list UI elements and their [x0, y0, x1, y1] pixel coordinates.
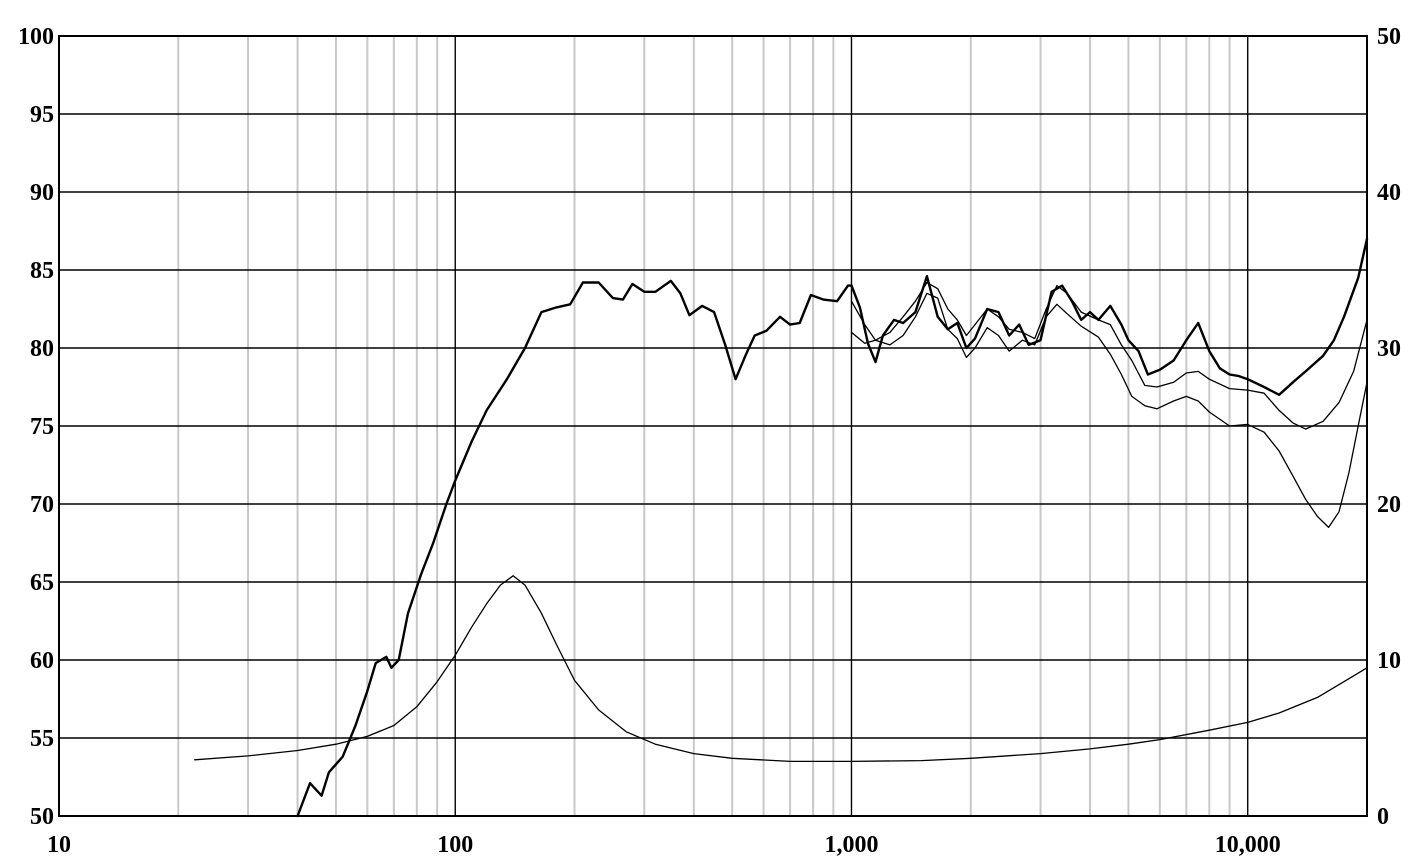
y2-tick-label: 0 [1377, 804, 1389, 830]
y-tick-label: 55 [30, 726, 54, 752]
y2-tick-label: 20 [1377, 492, 1401, 518]
y2-tick-label: 50 [1377, 24, 1401, 50]
y-tick-label: 85 [30, 258, 54, 284]
y-tick-label: 95 [30, 102, 54, 128]
right-axis-tick-labels: 50 40 30 20 10 0 [1377, 24, 1401, 830]
x-tick-label: 10 [47, 832, 71, 858]
plot-frame [58, 35, 1368, 817]
y2-tick-label: 10 [1377, 648, 1401, 674]
y-tick-label: 60 [30, 648, 54, 674]
y2-tick-label: 30 [1377, 336, 1401, 362]
y-tick-label: 50 [30, 804, 54, 830]
series-layer [194, 237, 1369, 818]
x-axis-tick-labels: 10 100 1,000 10,000 [47, 832, 1281, 858]
y-tick-label: 75 [30, 414, 54, 440]
y-tick-label: 80 [30, 336, 54, 362]
series-line-4 [850, 292, 1368, 529]
x-tick-label: 1,000 [824, 832, 878, 858]
x-tick-label: 10,000 [1215, 832, 1281, 858]
series-line-2 [850, 237, 1369, 396]
x-tick-label: 100 [437, 832, 473, 858]
series-line-1 [296, 279, 853, 818]
y-tick-label: 90 [30, 180, 54, 206]
series-line-3 [850, 281, 1368, 430]
y-tick-label: 65 [30, 570, 54, 596]
y2-tick-label: 40 [1377, 180, 1401, 206]
series-line-5 [194, 575, 1368, 763]
left-axis-tick-labels: 100 95 90 85 80 75 70 65 60 55 50 [18, 24, 54, 830]
y-tick-label: 70 [30, 492, 54, 518]
y-tick-label: 100 [18, 24, 54, 50]
